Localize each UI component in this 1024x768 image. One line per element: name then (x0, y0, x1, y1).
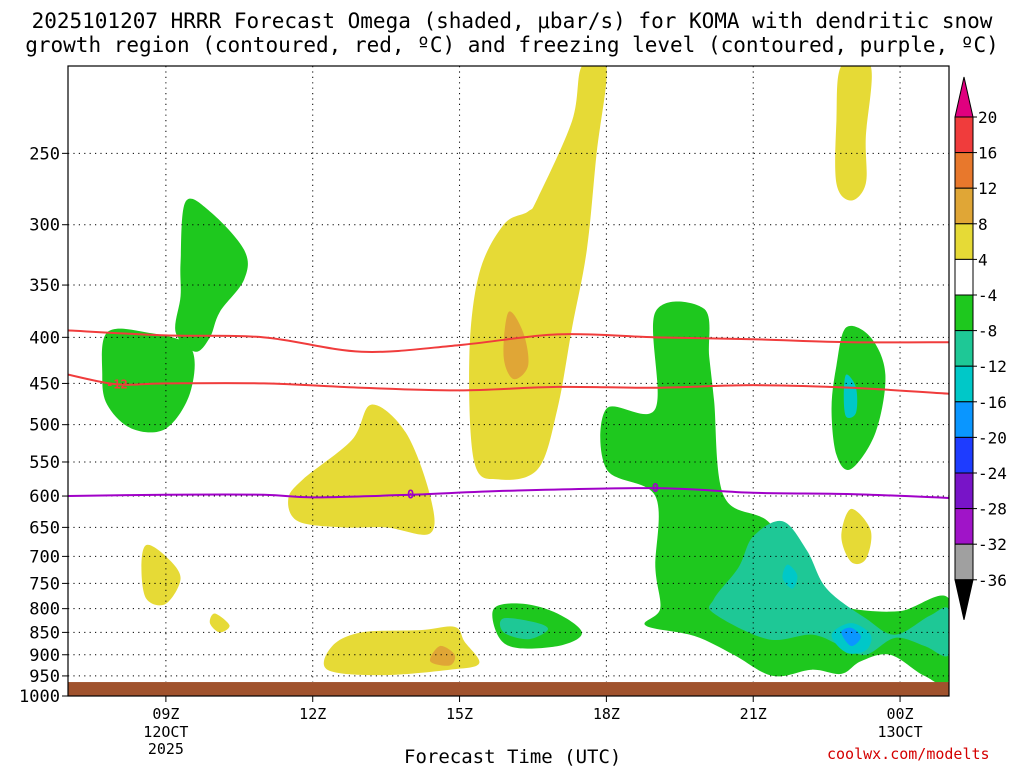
chart-title-line1: 2025101207 HRRR Forecast Omega (shaded, … (31, 9, 993, 33)
y-tick-label-300: 300 (29, 216, 60, 236)
y-tick-label-600: 600 (29, 487, 60, 507)
ground-below-surface (68, 682, 949, 696)
contour-freezing-level (68, 487, 949, 499)
x-tick-label-00Z: 00Z (887, 705, 914, 723)
y-tick-label-700: 700 (29, 547, 60, 567)
y-axis: 250 300 350 400 450 500 550 600 650 700 750 800 850 9… (19, 144, 68, 707)
contour-label-freezing-level-0: 0 (407, 488, 414, 502)
y-tick-label-950: 950 (29, 667, 60, 687)
colorbar-label-0: 20 (978, 108, 997, 127)
colorbar-label-4: 4 (978, 250, 988, 269)
omega-region-yellow-lower-center (323, 626, 480, 676)
y-tick-label-800: 800 (29, 600, 60, 620)
omega-region-orange-center-400 (503, 311, 529, 380)
omega-region-cyan-right-450 (843, 374, 858, 419)
colorbar-bin-7 (954, 330, 974, 367)
colorbar-label-6: -8 (978, 322, 997, 341)
x-tick-label-09Z: 09Z (152, 705, 179, 723)
x-tick-label-21Z: 21Z (740, 705, 767, 723)
y-tick-label-500: 500 (29, 416, 60, 436)
x-tick-sublabel-09Z-0: 12OCT (143, 723, 188, 741)
y-tick-label-450: 450 (29, 374, 60, 394)
colorbar-bin-6 (954, 294, 974, 332)
omega-shading (101, 66, 949, 686)
contour-label-freezing-level-1: 0 (652, 481, 659, 495)
colorbar-bin-13 (954, 543, 974, 581)
omega-region-yellow-left-750 (141, 544, 181, 606)
colorbar-top-arrow (954, 76, 974, 118)
y-tick-label-750: 750 (29, 574, 60, 594)
y-tick-label-900: 900 (29, 646, 60, 666)
omega-region-yellow-mid-center (288, 404, 435, 535)
colorbar-label-7: -12 (978, 357, 1007, 376)
omega-region-green-right-main (600, 301, 949, 686)
omega-region-orange-lower-center (429, 645, 456, 666)
colorbar-bin-9 (954, 401, 974, 438)
colorbar-bin-8 (954, 365, 974, 403)
colorbar-label-3: 8 (978, 215, 988, 234)
colorbar-bin-12 (954, 508, 974, 545)
y-tick-label-400: 400 (29, 328, 60, 348)
x-tick-label-15Z: 15Z (446, 705, 473, 723)
colorbar-bin-4 (954, 223, 974, 260)
colorbar-label-11: -28 (978, 500, 1007, 519)
omega-region-teal-right-main (709, 520, 949, 657)
omega-region-teal-lower-center (499, 617, 549, 640)
colorbar-bin-11 (954, 472, 974, 510)
colorbar-label-10: -24 (978, 464, 1007, 483)
colorbar-label-5: -4 (978, 286, 997, 305)
omega-region-yellow-upper-center (469, 66, 607, 480)
omega-region-yellow-right-650 (841, 508, 872, 565)
omega-region-green-right-450 (831, 325, 886, 470)
colorbar: 20 16 12 8 4 -4 -8 -12 -16 -20 -24 -28 -32 -36 (954, 76, 1007, 620)
contour-dendritic-upper-red (68, 329, 949, 353)
colorbar-label-9: -20 (978, 428, 1007, 447)
omega-region-yellow-left-830 (209, 613, 230, 633)
colorbar-label-12: -32 (978, 535, 1007, 554)
credit-link[interactable]: coolwx.com/modelts (827, 745, 990, 763)
colorbar-bin-10 (954, 436, 974, 474)
y-tick-label-850: 850 (29, 623, 60, 643)
y-tick-label-550: 550 (29, 453, 60, 473)
omega-region-green-upper-left (175, 198, 248, 352)
omega-region-green-left-450 (101, 328, 195, 433)
contour-lines: -12 0 0 (68, 329, 949, 502)
omega-region-yellow-top-right (835, 66, 872, 201)
y-tick-label-650: 650 (29, 518, 60, 538)
omega-region-cyan-right-750 (782, 564, 798, 589)
y-tick-label-350: 350 (29, 276, 60, 296)
x-axis-label: Forecast Time (UTC) (404, 746, 622, 768)
colorbar-bin-3 (954, 187, 974, 225)
y-tick-label-250: 250 (29, 144, 60, 164)
x-tick-label-12Z: 12Z (299, 705, 326, 723)
colorbar-bottom-arrow (954, 579, 974, 620)
colorbar-bin-5 (954, 258, 974, 296)
colorbar-bin-1 (954, 116, 974, 154)
colorbar-label-13: -36 (978, 571, 1007, 590)
grid-lines (68, 66, 949, 683)
colorbar-label-1: 16 (978, 144, 997, 163)
plot-frame (67, 65, 950, 697)
colorbar-bin-2 (954, 152, 974, 189)
chart-title-line2: growth region (contoured, red, ºC) and f… (25, 33, 999, 57)
contour-dendritic-lower-red (68, 373, 949, 395)
colorbar-label-8: -16 (978, 393, 1007, 412)
colorbar-label-2: 12 (978, 179, 997, 198)
x-tick-label-18Z: 18Z (593, 705, 620, 723)
x-tick-sublabel-00Z-0: 13OCT (877, 723, 922, 741)
y-tick-label-1000: 1000 (19, 687, 60, 707)
contour-label-dendritic-lower-red-0: -12 (106, 377, 128, 391)
x-tick-sublabel-09Z-1: 2025 (148, 740, 184, 758)
